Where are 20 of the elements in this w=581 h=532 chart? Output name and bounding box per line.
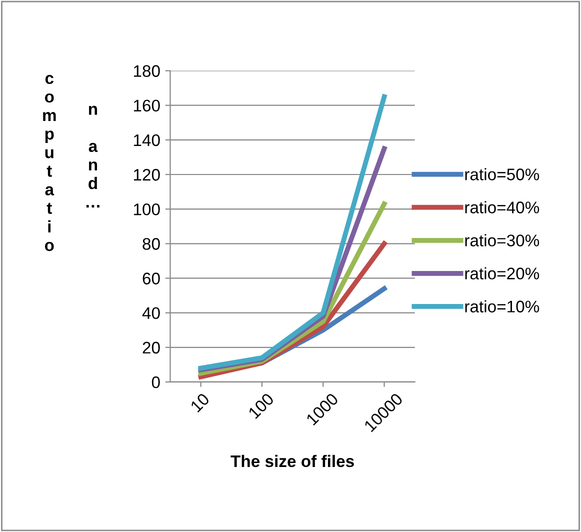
y-tick-label: 160 xyxy=(134,100,160,112)
line-series xyxy=(198,94,387,371)
y-tick-label: 100 xyxy=(134,203,160,216)
legend-label: ratio=40% xyxy=(465,201,540,214)
legend-label: ratio=50% xyxy=(465,168,540,180)
y-tick-label: 60 xyxy=(142,272,160,284)
y-tick-label: 80 xyxy=(142,238,160,250)
x-tick-label: 10 xyxy=(190,392,210,413)
y-tick-label: 0 xyxy=(152,376,160,388)
legend-label: ratio=10% xyxy=(465,300,540,312)
y-tick-label: 40 xyxy=(142,307,160,320)
y-tick-label: 140 xyxy=(134,134,160,146)
y-tick-label: 120 xyxy=(134,168,160,181)
text: computation and… xyxy=(43,74,100,252)
legend-label: ratio=30% xyxy=(465,234,540,246)
y-tick-label: 180 xyxy=(134,65,160,77)
x-axis-title: The size of files xyxy=(230,454,354,468)
y-tick-label: 20 xyxy=(142,342,160,354)
legend-label: ratio=20% xyxy=(465,267,540,280)
x-tick-label: 100 xyxy=(248,392,274,420)
